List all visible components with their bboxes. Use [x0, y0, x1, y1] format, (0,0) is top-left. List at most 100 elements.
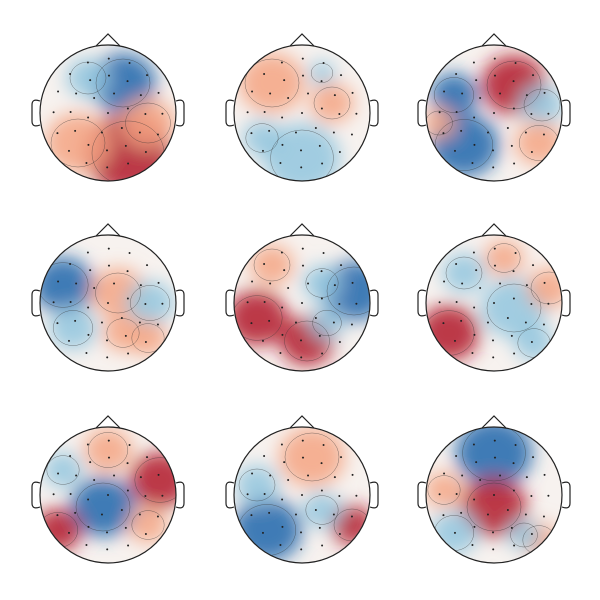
- sensor: [261, 149, 264, 152]
- sensor: [320, 80, 323, 83]
- field: [426, 45, 562, 181]
- sensor: [475, 79, 478, 82]
- contour: [312, 309, 342, 337]
- sensor: [269, 282, 272, 285]
- sensor: [161, 112, 164, 115]
- contour: [466, 482, 522, 532]
- ear: [225, 481, 235, 509]
- sensor: [318, 144, 321, 147]
- head-outline: [39, 426, 177, 564]
- sensor: [56, 132, 59, 135]
- sensor: [120, 126, 123, 129]
- ear: [417, 481, 427, 509]
- sensor: [287, 97, 290, 100]
- sensor: [87, 116, 90, 119]
- sensor: [283, 269, 286, 272]
- sensor: [338, 341, 341, 344]
- sensor: [146, 74, 149, 77]
- contour: [427, 475, 461, 505]
- sensor: [294, 513, 297, 516]
- sensor: [300, 531, 303, 534]
- blobs: [40, 257, 175, 356]
- blobs: [426, 427, 559, 558]
- contour: [245, 123, 279, 153]
- sensor: [493, 264, 496, 267]
- blob: [128, 320, 168, 356]
- sensor: [492, 531, 495, 534]
- sensor: [301, 494, 303, 496]
- contour: [87, 432, 129, 468]
- blob: [83, 428, 133, 472]
- contour: [305, 268, 339, 298]
- sensor: [492, 149, 495, 152]
- sensor: [144, 302, 147, 305]
- sensor: [280, 251, 283, 254]
- contour: [238, 468, 276, 502]
- sensor: [506, 316, 509, 319]
- sensor: [320, 270, 323, 273]
- topomap: [417, 33, 571, 182]
- blob: [520, 85, 562, 125]
- sensor: [89, 79, 92, 82]
- sensor: [107, 264, 110, 267]
- sensor: [332, 131, 335, 134]
- sensor: [314, 126, 317, 129]
- sensor: [532, 74, 535, 77]
- sensor: [107, 456, 110, 459]
- sensor: [320, 107, 323, 110]
- sensor: [85, 543, 88, 546]
- sensor: [351, 281, 354, 284]
- sensor: [281, 306, 284, 309]
- sensor: [251, 90, 254, 93]
- blobs: [234, 245, 370, 366]
- sensor: [320, 462, 323, 465]
- blob: [484, 240, 524, 276]
- sensor: [156, 323, 159, 326]
- sensor: [338, 302, 341, 305]
- topomap: [31, 415, 185, 564]
- sensor: [69, 72, 72, 75]
- sensor: [120, 316, 123, 319]
- sensor: [547, 302, 550, 305]
- sensor: [506, 508, 509, 511]
- ear: [369, 289, 379, 317]
- head-outline: [233, 234, 371, 372]
- ear: [225, 289, 235, 317]
- blobs: [426, 55, 562, 177]
- field: [40, 427, 176, 563]
- sensor: [52, 301, 55, 304]
- contour: [244, 58, 300, 108]
- contour: [95, 58, 151, 108]
- sensor: [87, 498, 90, 501]
- sensor: [144, 151, 147, 154]
- sensor: [512, 80, 515, 83]
- sensor: [157, 281, 160, 284]
- sensor: [321, 352, 324, 355]
- ear: [31, 289, 41, 317]
- sensor: [124, 334, 127, 337]
- sensor: [542, 515, 545, 518]
- sensor: [74, 511, 77, 514]
- sensor: [246, 301, 249, 304]
- sensor: [127, 352, 130, 355]
- sensor: [52, 493, 55, 496]
- sensor: [89, 269, 92, 272]
- sensor: [338, 533, 341, 536]
- sensor: [318, 334, 321, 337]
- sensor: [300, 339, 303, 342]
- sensor: [443, 472, 446, 475]
- contour: [284, 432, 340, 482]
- sensor: [113, 474, 116, 477]
- blob: [239, 53, 305, 113]
- sensor: [542, 323, 545, 326]
- sensor: [100, 131, 103, 134]
- sensor: [455, 72, 458, 75]
- ear: [561, 99, 571, 127]
- sensor: [283, 461, 286, 464]
- sensor: [144, 112, 147, 115]
- contour: [50, 118, 106, 168]
- blob: [442, 253, 486, 293]
- sensor: [144, 341, 147, 344]
- sensor: [268, 319, 271, 322]
- sensor: [280, 443, 283, 446]
